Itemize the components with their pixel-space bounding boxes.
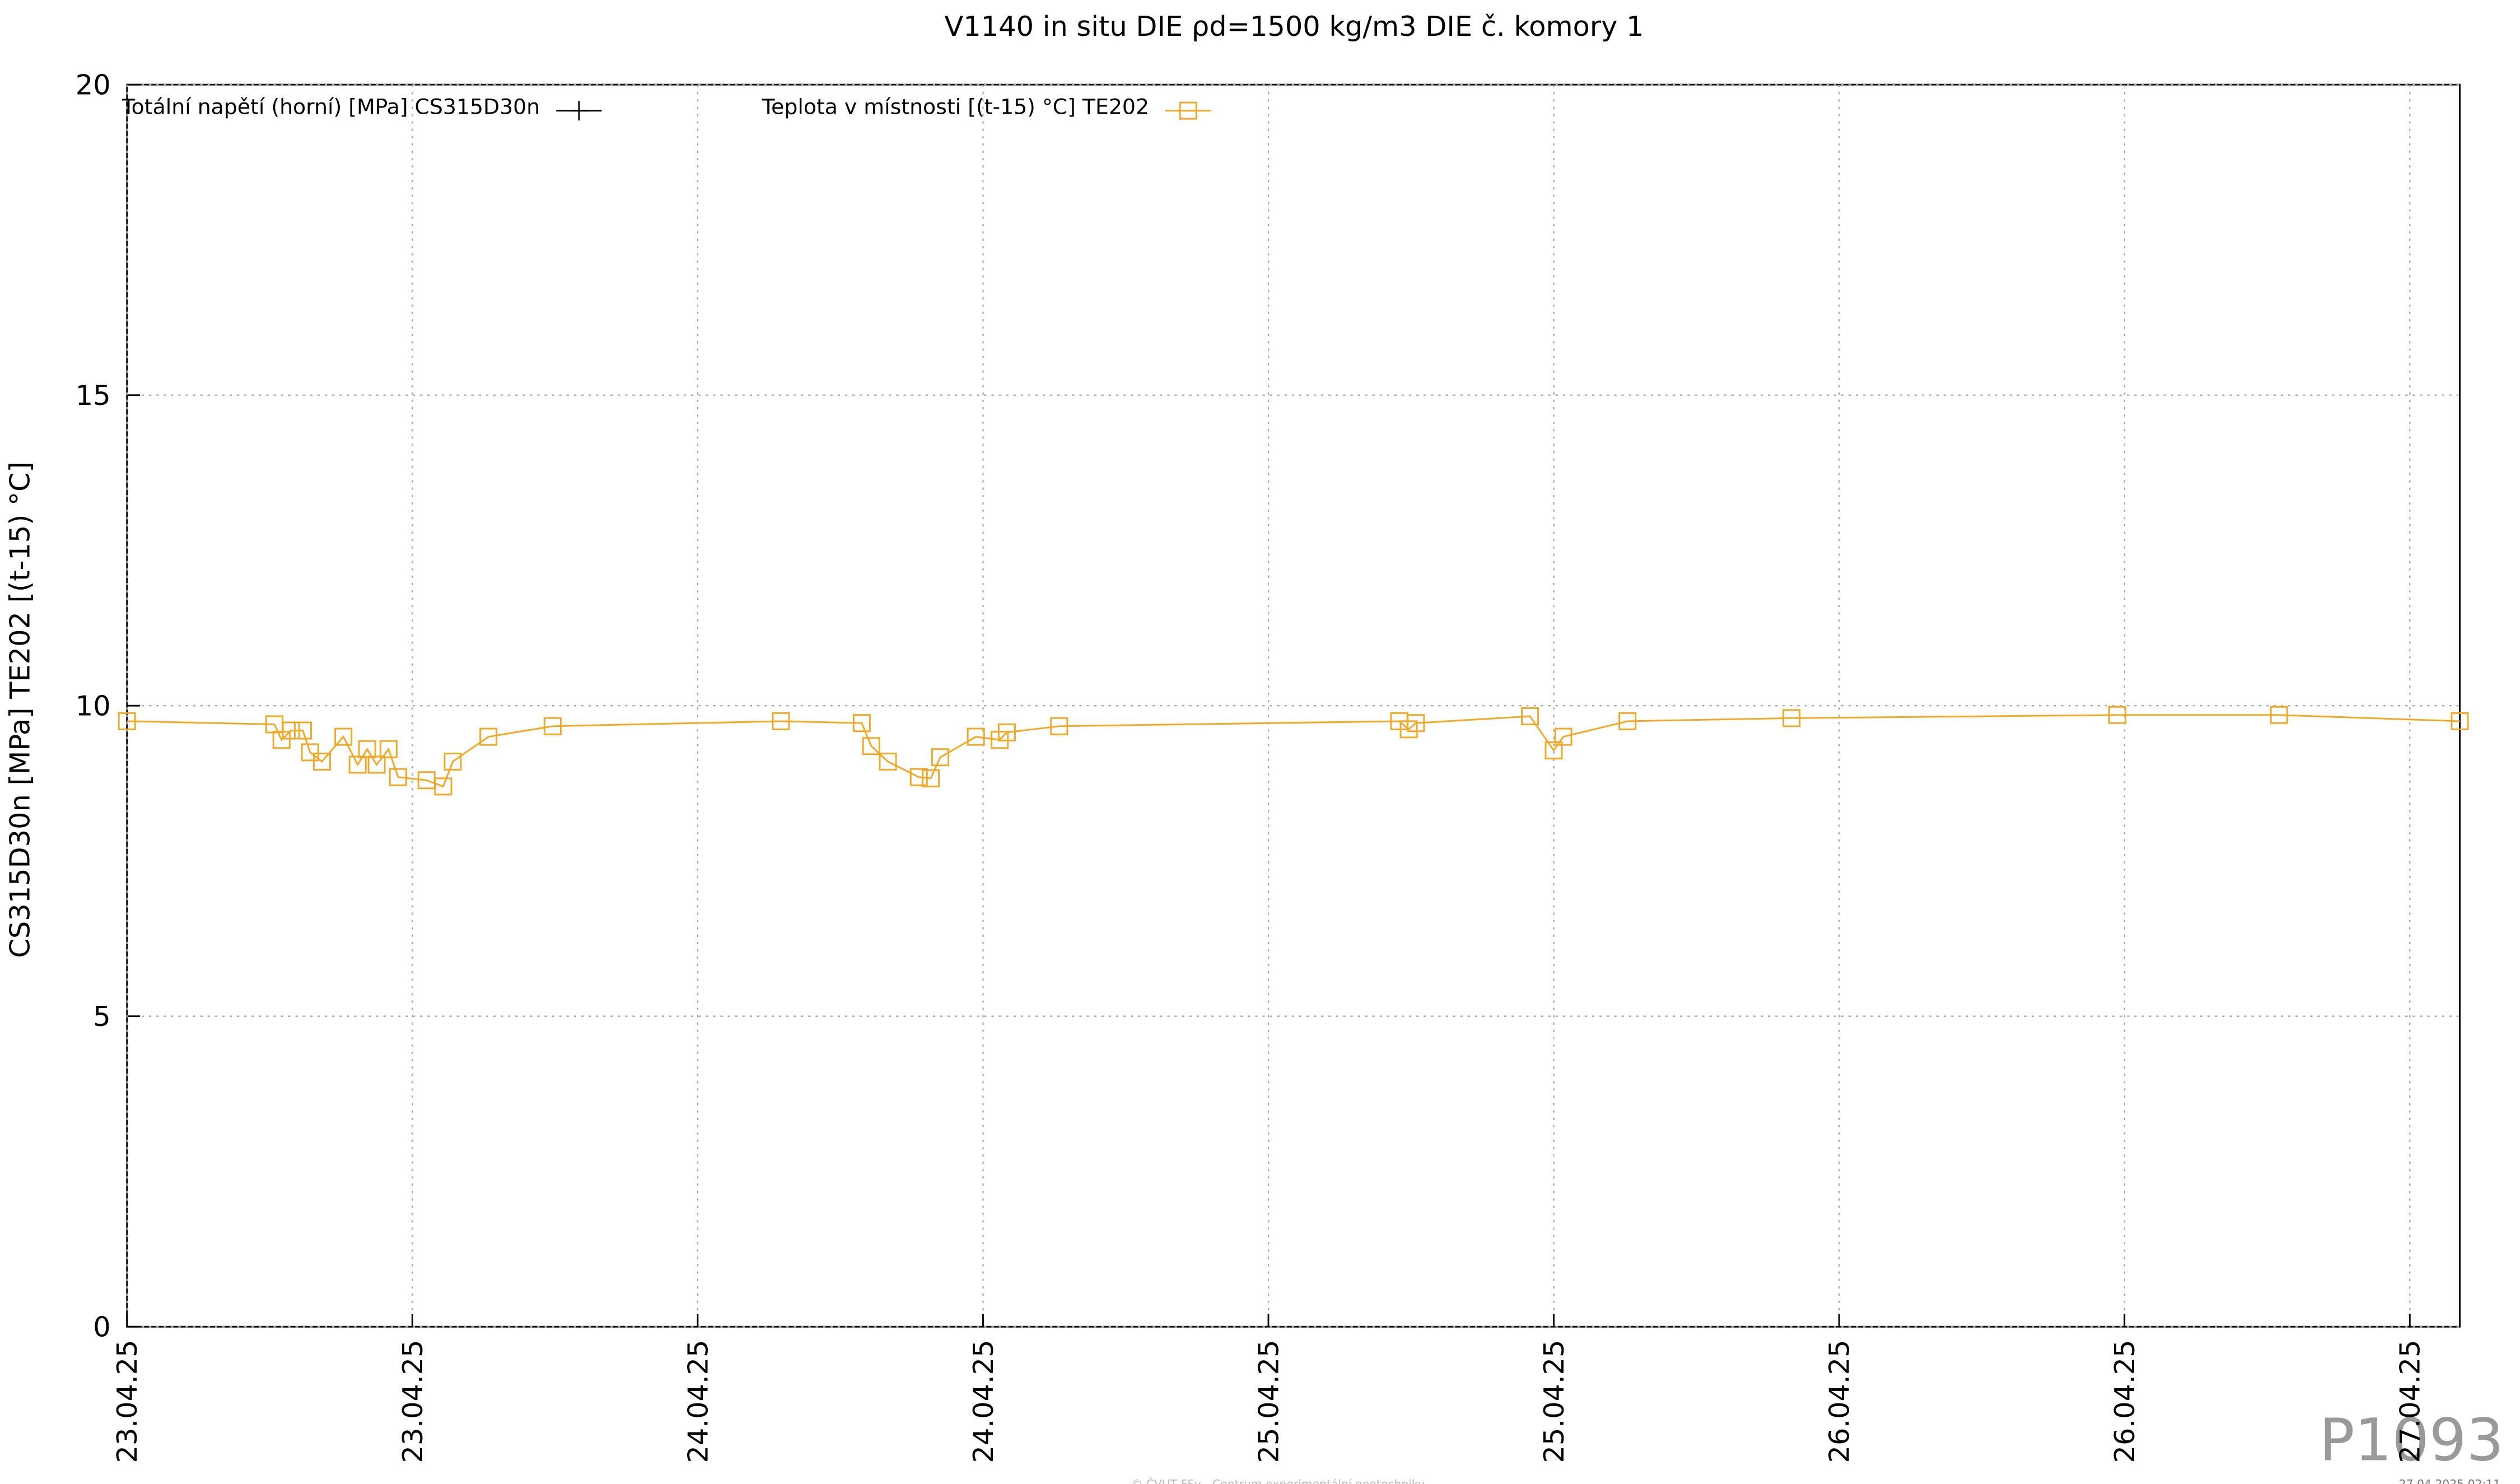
marker (1544, 741, 1563, 760)
marker (909, 768, 928, 786)
marker (772, 712, 790, 730)
marker (434, 777, 452, 796)
y-tick-label: 5 (93, 1000, 110, 1033)
marker (389, 768, 407, 786)
marker (922, 769, 940, 787)
marker (1554, 727, 1572, 746)
marker (2451, 712, 2469, 730)
marker (118, 712, 136, 730)
chart-title: V1140 in situ DIE ρd=1500 kg/m3 DIE č. k… (945, 10, 1644, 43)
x-tick-label: 27.04.25 (2394, 1340, 2426, 1463)
marker (334, 727, 353, 746)
marker (1782, 709, 1801, 727)
marker (301, 743, 319, 762)
marker (358, 740, 376, 758)
x-tick-label: 23.04.25 (396, 1340, 429, 1463)
marker (1050, 717, 1068, 735)
marker (444, 752, 462, 771)
marker (293, 721, 312, 740)
marker (282, 721, 300, 740)
marker (1618, 712, 1637, 730)
marker (1399, 720, 1418, 739)
marker (2108, 706, 2126, 724)
x-tick-label: 26.04.25 (1823, 1340, 1856, 1463)
y-tick-label: 0 (93, 1311, 110, 1343)
marker (862, 737, 880, 755)
marker (479, 727, 498, 746)
marker (997, 723, 1016, 741)
y-tick-label: 20 (76, 69, 111, 101)
x-tick-label: 24.04.25 (967, 1340, 1000, 1463)
x-tick-label: 23.04.25 (111, 1340, 143, 1463)
y-tick-label: 10 (76, 690, 111, 722)
x-tick-label: 24.04.25 (682, 1340, 714, 1463)
y-tick-label: 15 (76, 379, 111, 412)
marker (312, 752, 331, 771)
y-axis-label: CS315D30n [MPa] TE202 [(t-15) °C] (3, 461, 36, 958)
marker (367, 755, 386, 774)
watermark: P1093 (2320, 1406, 2504, 1474)
marker (272, 731, 291, 749)
marker (379, 740, 398, 758)
marker (931, 748, 949, 767)
marker (569, 101, 589, 121)
marker (1407, 714, 1425, 732)
line-series (127, 714, 2460, 788)
legend-label: Totální napětí (horní) [MPa] CS315D30n (122, 94, 540, 119)
marker (967, 727, 985, 746)
x-tick-label: 25.04.25 (1538, 1340, 1570, 1463)
marker (1179, 101, 1197, 120)
marker (1521, 707, 1539, 726)
legend-label: Teplota v místnosti [(t-15) °C] TE202 (761, 94, 1149, 119)
footer: © ČVUT FSv - Centrum experimentální geot… (1131, 1477, 1425, 1484)
marker (879, 752, 897, 771)
x-tick-label: 26.04.25 (2108, 1340, 2141, 1463)
marker (852, 714, 871, 732)
marker (348, 755, 367, 774)
x-tick-label: 25.04.25 (1252, 1340, 1285, 1463)
marker (543, 717, 562, 735)
timestamp: 27.04.2025 02:11 (2399, 1477, 2500, 1484)
marker (2270, 706, 2288, 724)
